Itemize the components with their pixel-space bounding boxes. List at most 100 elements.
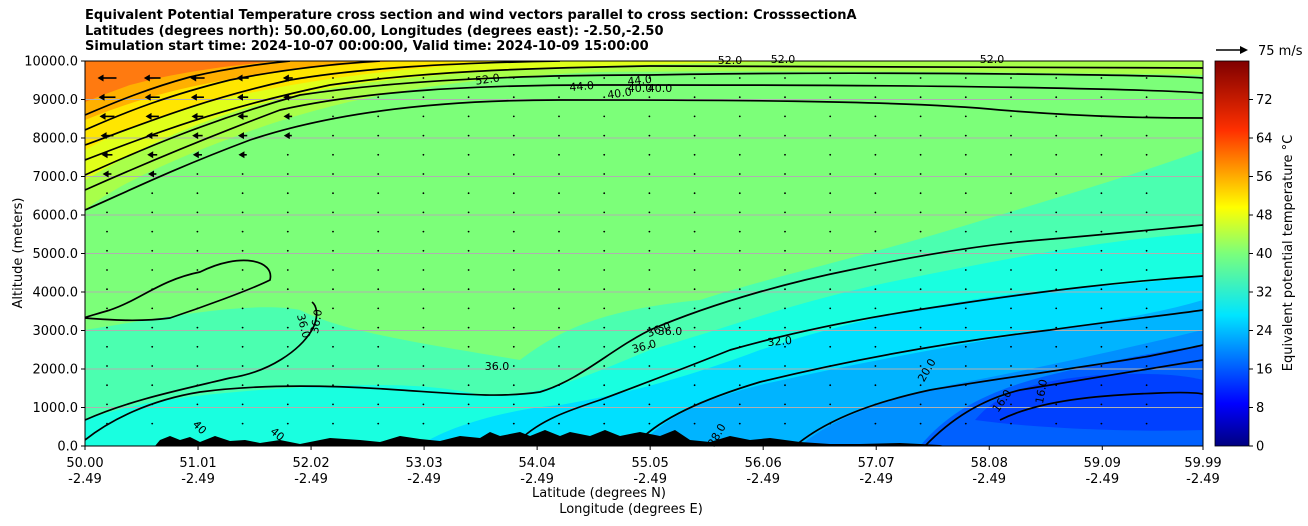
wind-vector-dot [648, 115, 651, 118]
wind-vector-dot [648, 288, 651, 291]
wind-vector-dot [1010, 422, 1012, 425]
wind-vector-dot [286, 153, 289, 156]
wind-vector-head [144, 93, 151, 101]
wind-vector-dot [106, 192, 108, 195]
wind-vector-dot [558, 384, 560, 387]
contour-label: 52.0 [980, 53, 1005, 66]
wind-vector-dot [1100, 365, 1103, 367]
wind-vector-dot [1145, 96, 1148, 99]
wind-vector-dot [467, 345, 470, 348]
wind-vector-dot [919, 269, 922, 271]
wind-vector-dot [603, 153, 606, 156]
wind-vector-dot [693, 96, 696, 99]
wind-vector-dot [919, 307, 922, 310]
wind-vector-dot [558, 153, 560, 156]
wind-vector-dot [106, 345, 108, 348]
wind-vector-dot [377, 153, 380, 156]
wind-vector-dot [829, 288, 832, 291]
wind-vector-dot [286, 211, 289, 214]
wind-vector-dot [964, 249, 967, 252]
wind-vector-dot [919, 153, 922, 156]
wind-vector-dot [784, 173, 786, 175]
wind-vector-dot [1010, 269, 1012, 271]
wind-vector-dot [693, 230, 696, 233]
wind-vector-dot [151, 326, 154, 329]
wind-vector-dot [151, 211, 154, 214]
wind-vector-head [97, 74, 104, 82]
wind-vector-dot [693, 249, 696, 252]
wind-vector-dot [512, 211, 515, 214]
wind-vector-dot [422, 288, 425, 291]
wind-vector-dot [1145, 115, 1148, 118]
wind-vector-head [145, 112, 152, 120]
wind-vector-dot [377, 384, 380, 387]
wind-vector-dot [1055, 230, 1058, 233]
wind-vector-dot [648, 269, 651, 271]
wind-vector-dot [422, 345, 425, 348]
wind-vector-dot [422, 230, 425, 233]
wind-vector-dot [286, 403, 289, 406]
x-tick-label-lat: 50.00 [66, 456, 103, 471]
wind-vector-dot [241, 249, 244, 252]
wind-vector-dot [738, 307, 741, 310]
wind-vector-dot [558, 115, 560, 118]
wind-vector-dot [738, 77, 741, 79]
wind-vector-dot [106, 307, 108, 310]
wind-vector-head [148, 170, 155, 178]
wind-vector-dot [422, 211, 425, 214]
y-axis-ticks: 0.0 1000.0 2000.0 3000.0 4000.0 5000.0 6000.0 7… [24, 55, 85, 455]
wind-vector-dot [829, 134, 832, 137]
x-tick-label-lon: -2.49 [68, 472, 102, 487]
x-tick-label-lon: -2.49 [1186, 472, 1220, 487]
colorbar-tick-label: 40 [1256, 247, 1273, 262]
wind-vector-dot [964, 153, 967, 156]
wind-vector-dot [648, 153, 651, 156]
wind-vector-dot [286, 345, 289, 348]
wind-vector-dot [512, 115, 515, 118]
wind-vector-dot [693, 153, 696, 156]
wind-vector-dot [512, 422, 515, 425]
wind-vector-dot [829, 77, 832, 79]
wind-vector-dot [1145, 134, 1148, 137]
wind-vector-dot [467, 365, 470, 367]
wind-vector-dot [241, 422, 244, 425]
wind-vector-dot [1010, 134, 1012, 137]
wind-vector-dot [964, 365, 967, 367]
wind-vector-dot [377, 269, 380, 271]
wind-vector-dot [422, 307, 425, 310]
wind-vector-dot [241, 173, 244, 175]
wind-vector-dot [467, 115, 470, 118]
y-tick-label: 7000.0 [33, 170, 79, 185]
wind-vector-dot [196, 307, 199, 310]
wind-vector-dot [1010, 384, 1012, 387]
contour-label: 36.0 [658, 325, 683, 338]
wind-vector-dot [1100, 96, 1103, 99]
wind-vector-dot [1010, 153, 1012, 156]
wind-vector-dot [1100, 326, 1103, 329]
wind-vector-dot [512, 134, 515, 137]
wind-vector-dot [1100, 307, 1103, 310]
wind-vector-dot [151, 249, 154, 252]
contour-label: 52.0 [474, 71, 500, 87]
wind-vector-dot [603, 307, 606, 310]
wind-vector-dot [738, 326, 741, 329]
wind-vector-dot [1055, 403, 1058, 406]
wind-vector-dot [738, 153, 741, 156]
wind-vector-dot [1055, 326, 1058, 329]
wind-vector-dot [332, 153, 334, 156]
wind-vector-dot [693, 345, 696, 348]
quiver-key-label: 75 m/s [1258, 44, 1303, 59]
wind-vector-dot [829, 96, 832, 99]
wind-vector-dot [919, 173, 922, 175]
colorbar-tick-label: 24 [1256, 324, 1273, 339]
wind-vector-dot [332, 288, 334, 291]
wind-vector-dot [1055, 307, 1058, 310]
wind-vector-dot [196, 173, 199, 175]
wind-vector-dot [241, 307, 244, 310]
wind-vector-dot [467, 192, 470, 195]
wind-vector-dot [332, 249, 334, 252]
wind-vector-dot [693, 77, 696, 79]
wind-vector-dot [422, 153, 425, 156]
x-tick-label-lon: -2.49 [746, 472, 780, 487]
wind-vector-dot [1055, 134, 1058, 137]
